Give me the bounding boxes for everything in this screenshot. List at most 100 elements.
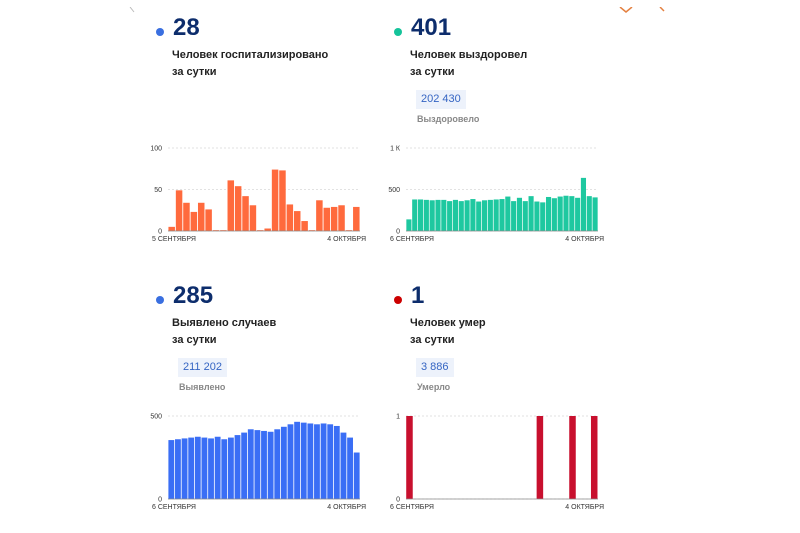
- bar: [314, 424, 320, 499]
- bar: [175, 439, 181, 499]
- bar: [183, 202, 190, 231]
- deaths-number: 1: [411, 282, 425, 309]
- bar: [499, 199, 505, 232]
- desc-line-2: за сутки: [172, 66, 217, 78]
- y-tick-label: 1: [396, 414, 400, 421]
- bar: [300, 422, 307, 499]
- bar: [212, 230, 220, 231]
- bar: [545, 196, 552, 231]
- recovered-chart: 1 К 500 06 СЕНТЯБРЯ 4 ОКТЯБРЯ: [388, 146, 604, 244]
- bar: [516, 197, 523, 231]
- bar: [197, 202, 205, 231]
- y-tick-label: 500: [388, 187, 400, 194]
- bar: [429, 200, 435, 231]
- hospitalized-chart: 100 50 05 СЕНТЯБРЯ 4 ОКТЯБРЯ: [150, 146, 366, 244]
- bar: [201, 437, 208, 499]
- bar: [221, 439, 228, 499]
- bar: [511, 201, 517, 231]
- cases-panel: 285 Выявлено случаев за сутки 211 202 Вы…: [148, 278, 388, 528]
- bar: [476, 201, 482, 231]
- deaths-total-label: Умерло: [417, 382, 451, 392]
- bar: [340, 432, 347, 499]
- recovered-description: Человек выздоровел за сутки: [410, 47, 610, 81]
- bar: [452, 199, 459, 232]
- y-tick-label: 0: [158, 497, 162, 504]
- bar: [417, 199, 424, 231]
- cases-description: Выявлено случаев за сутки: [172, 315, 372, 349]
- hospitalized-panel: 28 Человек госпитализировано за сутки 10…: [148, 10, 388, 260]
- bar: [194, 436, 201, 499]
- bar: [190, 211, 198, 231]
- bullet-dot-icon: [394, 296, 402, 304]
- bar: [323, 207, 331, 231]
- bar: [330, 206, 338, 231]
- bar: [327, 424, 334, 499]
- bar: [347, 437, 353, 499]
- bar: [580, 177, 587, 231]
- bar: [287, 424, 294, 499]
- bar: [227, 180, 235, 231]
- hospitalized-number: 28: [173, 14, 200, 41]
- y-tick-label: 0: [396, 229, 400, 236]
- bar: [267, 431, 274, 499]
- y-tick-label: 1 К: [390, 146, 401, 153]
- y-tick-label: 50: [154, 187, 162, 194]
- bullet-dot-icon: [156, 28, 164, 36]
- desc-line-2: за сутки: [410, 66, 455, 78]
- bar: [406, 219, 412, 231]
- bar: [307, 423, 314, 499]
- bar: [308, 230, 316, 231]
- desc-line-2: за сутки: [410, 334, 455, 346]
- top-decoration: [0, 0, 800, 13]
- bar: [234, 435, 241, 499]
- bar: [557, 196, 563, 231]
- bar: [481, 200, 488, 231]
- bar: [181, 438, 188, 499]
- y-tick-label: 100: [150, 146, 162, 153]
- desc-line-2: за сутки: [172, 334, 217, 346]
- x-tick-label: 5 СЕНТЯБРЯ: [152, 236, 196, 243]
- y-tick-label: 500: [150, 414, 162, 421]
- bar: [168, 440, 175, 499]
- bar: [241, 432, 248, 499]
- recovered-number: 401: [411, 14, 452, 41]
- bar: [208, 438, 214, 499]
- bar: [286, 204, 294, 231]
- x-tick-label: 4 ОКТЯБРЯ: [327, 504, 366, 511]
- deaths-total: 3 886: [416, 358, 454, 377]
- bar: [333, 425, 340, 499]
- bar: [487, 199, 493, 232]
- deaths-chart: 1 06 СЕНТЯБРЯ 4 ОКТЯБРЯ: [390, 414, 604, 512]
- bar: [279, 170, 286, 231]
- cases-total: 211 202: [178, 358, 227, 377]
- bar: [441, 199, 447, 232]
- cases-total-label: Выявлено: [179, 382, 226, 392]
- bar: [458, 201, 464, 231]
- bar: [551, 198, 557, 231]
- bar: [301, 221, 308, 231]
- bullet-dot-icon: [156, 296, 164, 304]
- bar: [227, 437, 234, 499]
- bar: [470, 199, 476, 232]
- bar: [274, 429, 281, 499]
- cases-number: 285: [173, 282, 214, 309]
- bar: [261, 430, 267, 499]
- bar: [586, 196, 592, 231]
- x-tick-label: 4 ОКТЯБРЯ: [327, 236, 366, 243]
- x-tick-label: 4 ОКТЯБРЯ: [565, 504, 604, 511]
- bar: [293, 211, 301, 231]
- bar: [345, 230, 353, 231]
- bar: [563, 195, 569, 231]
- cases-chart: 500 06 СЕНТЯБРЯ 4 ОКТЯБРЯ: [150, 414, 366, 512]
- bar: [406, 416, 413, 499]
- hospitalized-description: Человек госпитализировано за сутки: [172, 47, 372, 81]
- bar: [242, 196, 249, 231]
- bar: [592, 197, 598, 231]
- bar: [423, 199, 429, 232]
- bar: [540, 202, 546, 231]
- bar: [320, 423, 327, 499]
- bar: [175, 190, 183, 231]
- desc-line-1: Человек умер: [410, 317, 486, 329]
- recovered-total: 202 430: [416, 90, 466, 109]
